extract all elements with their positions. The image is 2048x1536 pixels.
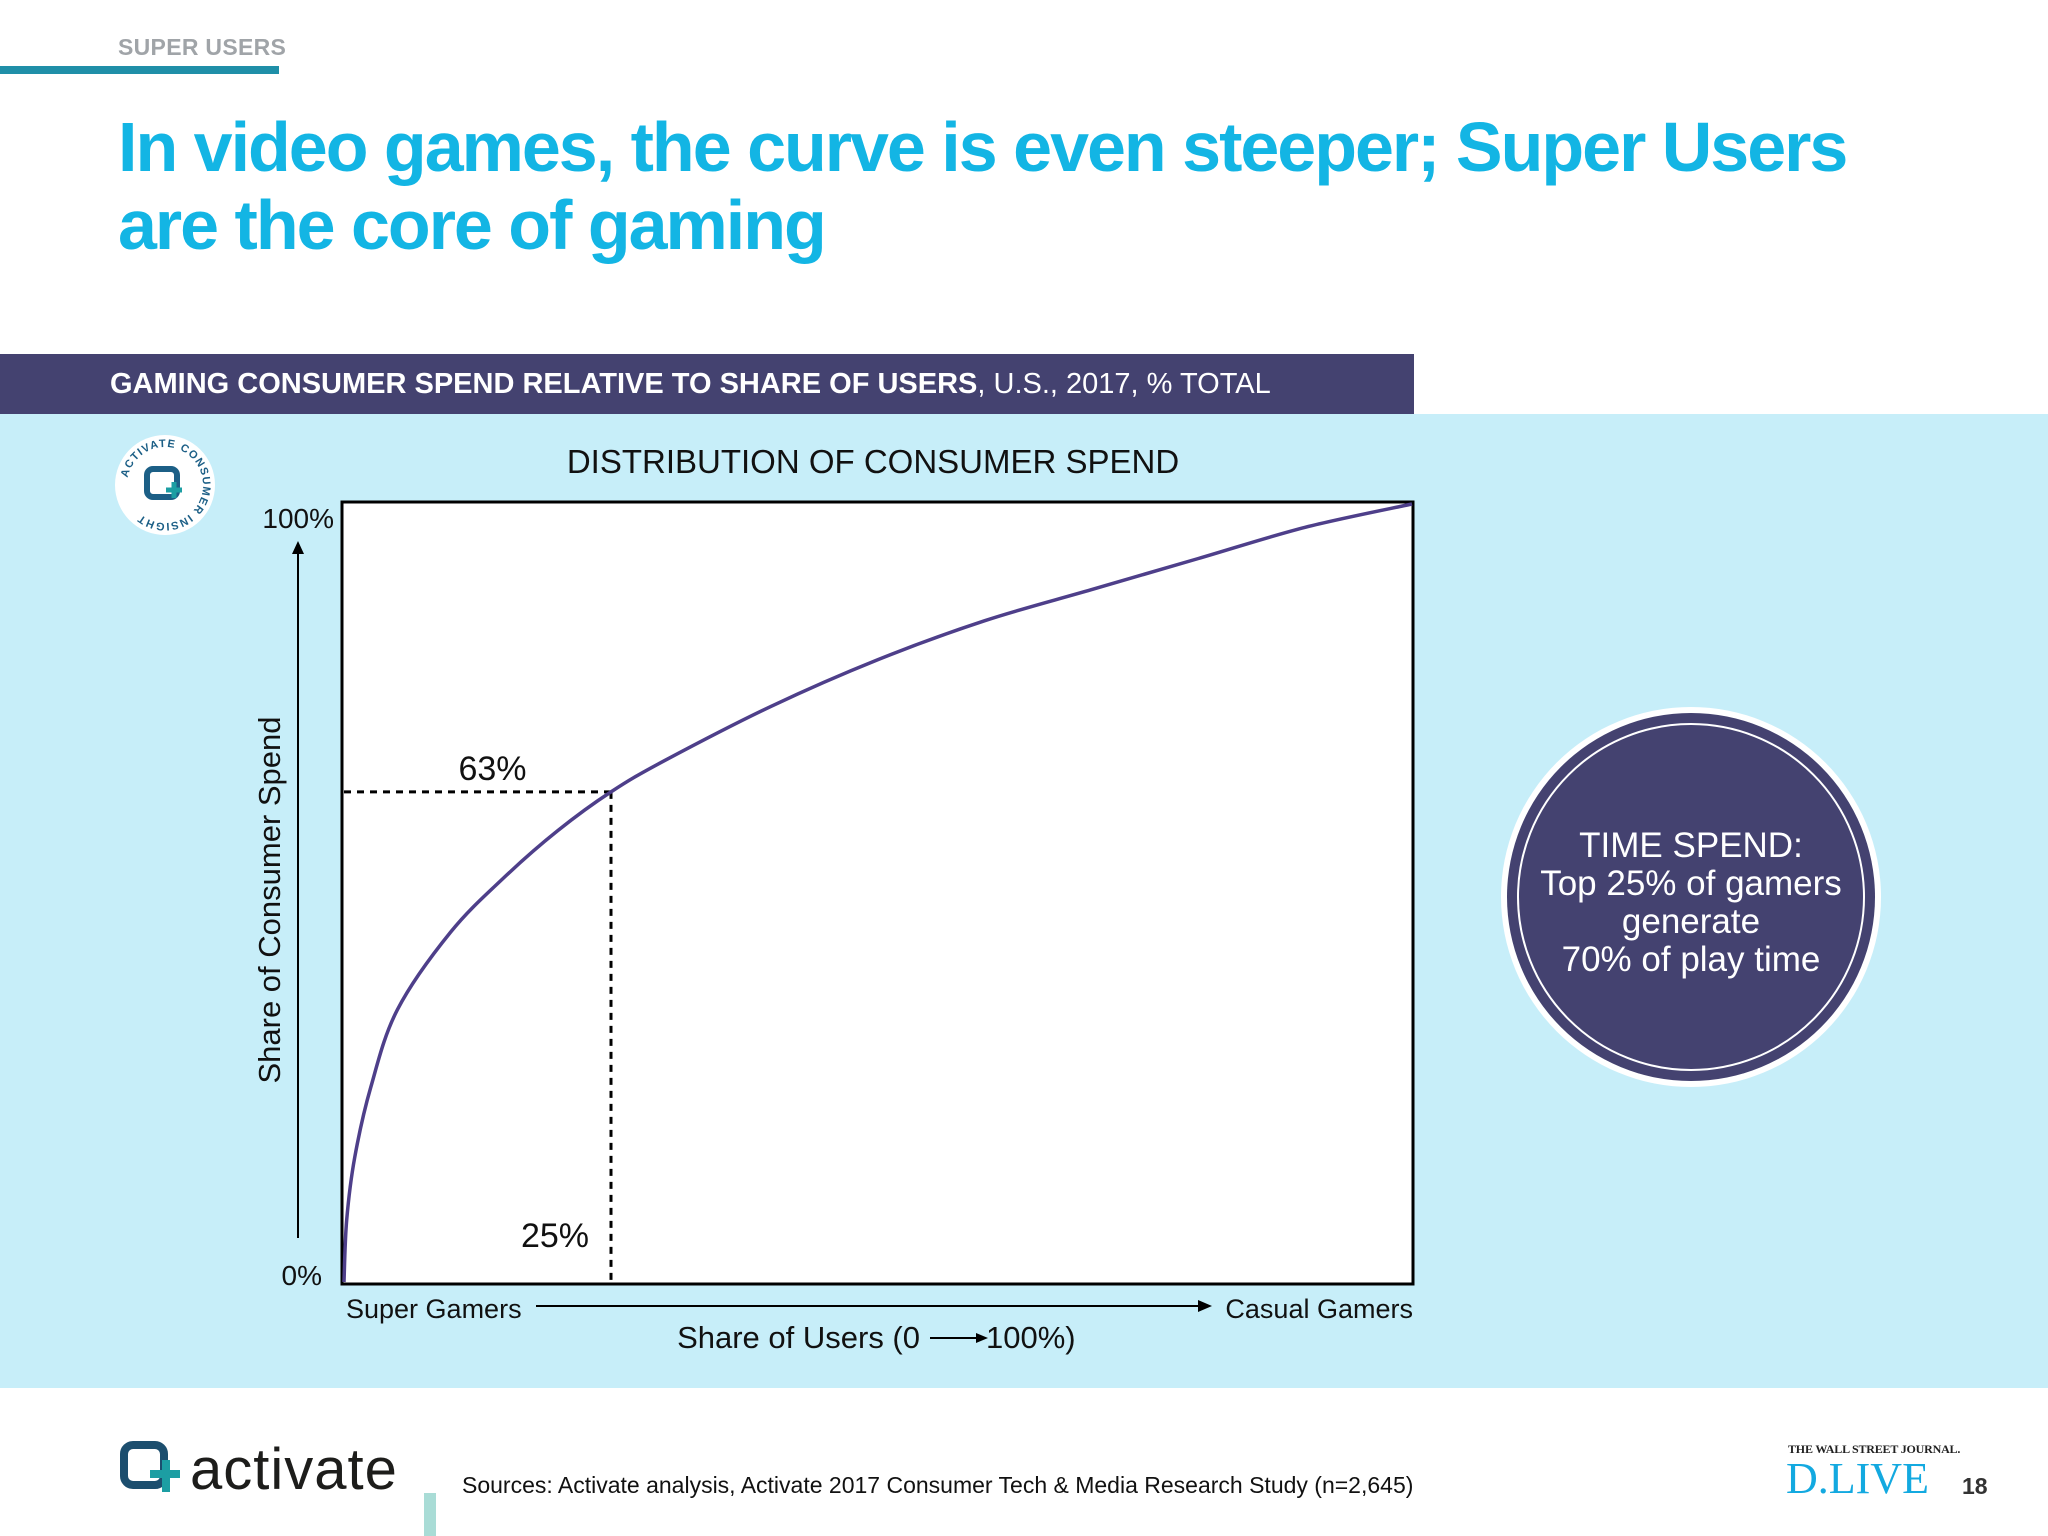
consumer-insight-badge-icon: ACTIVATE CONSUMER INSIGHT [115, 435, 215, 535]
annotation-dashes [344, 790, 613, 1282]
annotation-label-25: 25% [521, 1217, 589, 1255]
spend-distribution-chart: DISTRIBUTION OF CONSUMER SPEND 63% 25% 1… [252, 443, 1415, 1355]
time-spend-callout: TIME SPEND: Top 25% of gamers generate 7… [1501, 707, 1881, 1087]
chart-header: GAMING CONSUMER SPEND RELATIVE TO SHARE … [0, 354, 1414, 414]
y-top-label: 100% [262, 503, 334, 534]
partner-top-text: THE WALL STREET JOURNAL. [1788, 1442, 1961, 1456]
activate-logo-icon [120, 1441, 180, 1492]
chart-header-bold: GAMING CONSUMER SPEND RELATIVE TO SHARE … [110, 368, 978, 400]
callout-ring [1517, 723, 1865, 1071]
footer-accent-bar [424, 1493, 436, 1536]
x-right-label: Casual Gamers [1225, 1294, 1413, 1324]
chart-title: DISTRIBUTION OF CONSUMER SPEND [567, 443, 1179, 480]
x-axis-title-arrowhead-icon [976, 1333, 988, 1343]
page-number: 18 [1962, 1473, 1988, 1499]
spend-curve-line [342, 502, 1413, 1283]
plot-area [340, 500, 1415, 1286]
x-axis-arrowhead-icon [1198, 1300, 1212, 1312]
callout-circle: TIME SPEND: Top 25% of gamers generate 7… [1507, 713, 1875, 1081]
x-axis-title-end: 100%) [986, 1320, 1076, 1355]
y-axis-arrowhead-icon [292, 541, 304, 554]
x-axis-title-start: Share of Users (0 [677, 1320, 920, 1355]
x-left-label: Super Gamers [346, 1294, 522, 1324]
page-title: In video games, the curve is even steepe… [118, 108, 1848, 264]
callout-line-3: generate [1621, 902, 1761, 941]
activate-logo-text: activate [190, 1437, 398, 1502]
callout-line-4: 70% of play time [1561, 940, 1821, 979]
y-axis-title: Share of Consumer Spend [252, 716, 287, 1083]
partner-logo-text: D.LIVE [1786, 1454, 1929, 1503]
chart-header-rest: , U.S., 2017, % TOTAL [977, 368, 1271, 400]
callout-line-1: TIME SPEND: [1579, 826, 1803, 865]
y-bottom-label: 0% [282, 1260, 322, 1291]
section-label: SUPER USERS [118, 34, 287, 60]
callout-line-2: Top 25% of gamers [1540, 864, 1842, 903]
section-rule [0, 66, 279, 74]
annotation-label-63: 63% [458, 750, 526, 788]
callout-text: TIME SPEND: Top 25% of gamers generate 7… [1507, 827, 1875, 979]
sources-note: Sources: Activate analysis, Activate 201… [462, 1472, 1414, 1498]
